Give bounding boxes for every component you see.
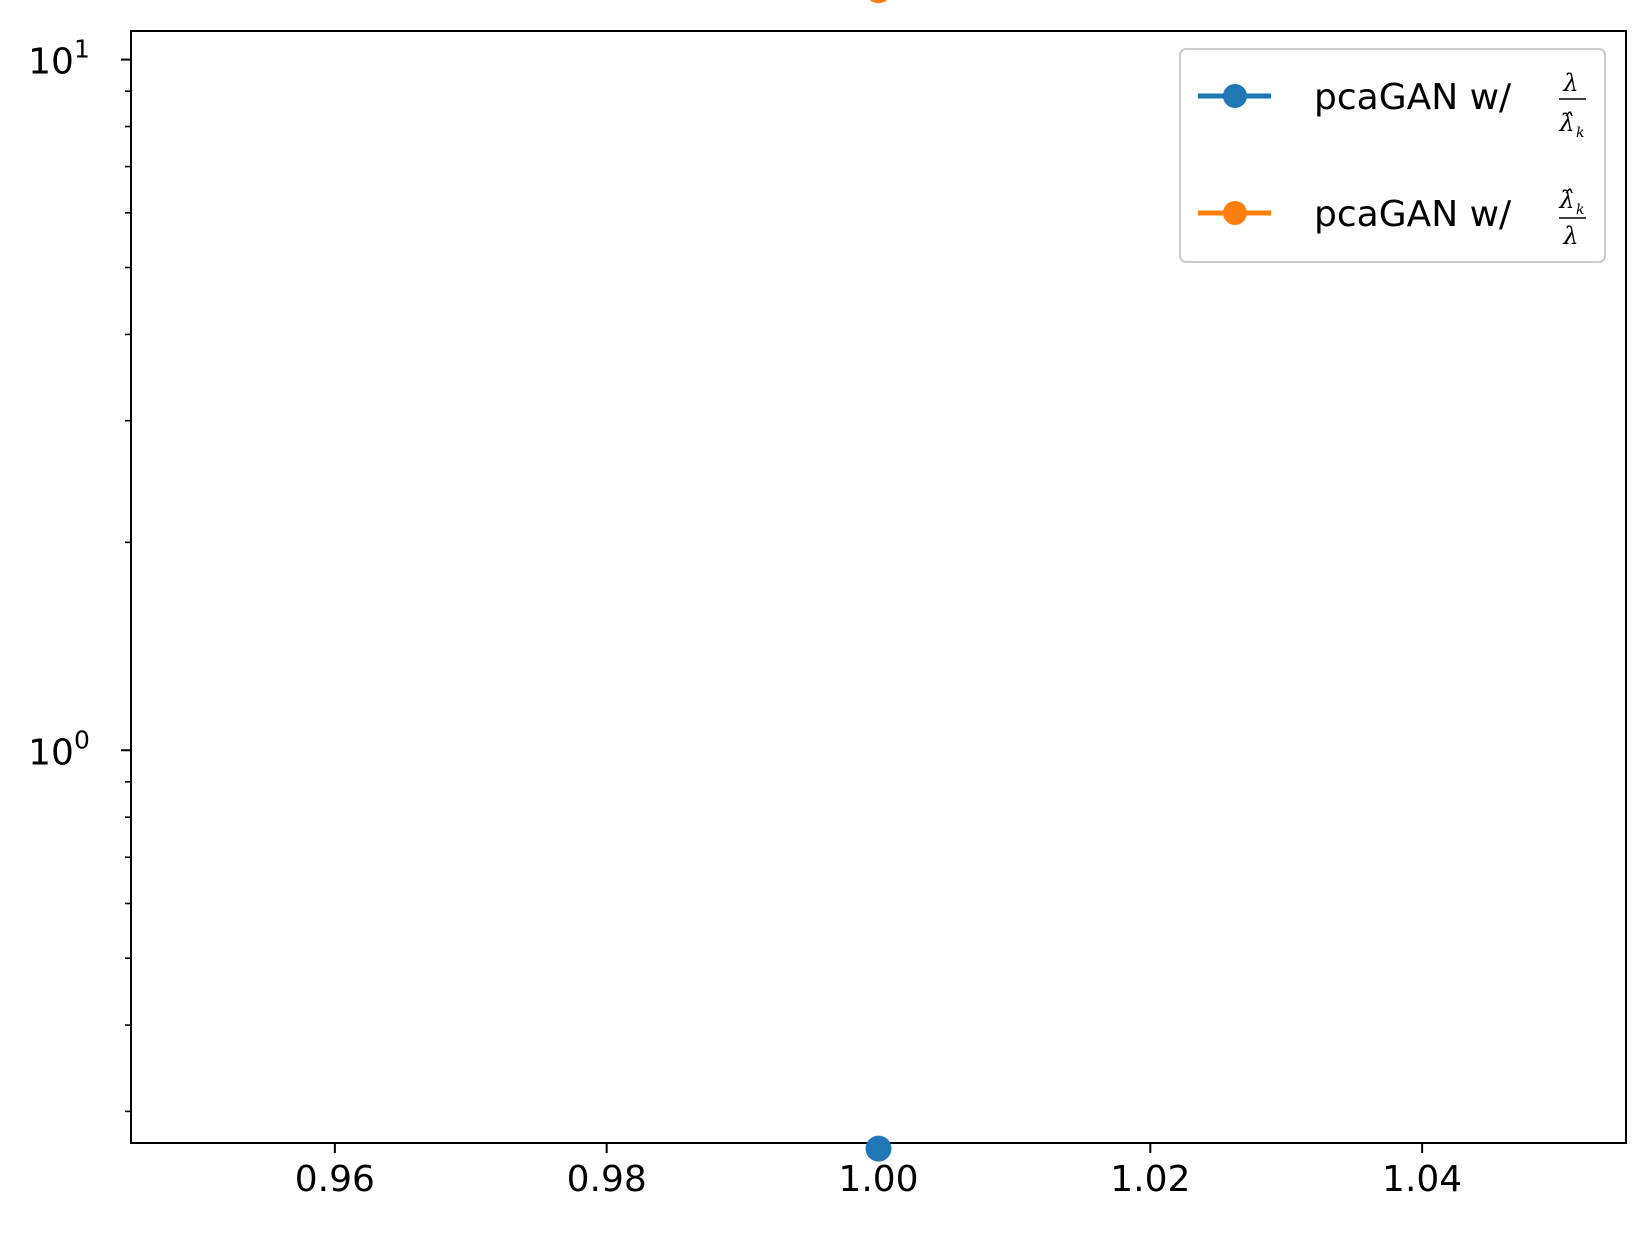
x-tick-label: 0.98	[567, 1159, 647, 1200]
data-point-series-2	[869, 0, 888, 4]
legend-fraction-1: λ λ̂ k	[1558, 69, 1586, 141]
y-tick-label-exponent: 1	[74, 35, 90, 64]
x-tick-label: 0.96	[295, 1159, 375, 1200]
x-tick-label: 1.02	[1110, 1159, 1190, 1200]
legend: pcaGAN w/ λ λ̂ k pcaGAN w/ λ̂ k λ	[1179, 48, 1606, 263]
legend-fraction-1-denominator-sub: k	[1576, 125, 1584, 141]
legend-fraction-2: λ̂ k λ	[1558, 186, 1586, 250]
x-axis: 0.96 0.98 1.00 1.02 1.04	[295, 1143, 1462, 1200]
legend-fraction-2-numerator-sub: k	[1576, 202, 1584, 218]
legend-fraction-1-denominator: λ̂	[1558, 109, 1574, 137]
y-tick-label-base: 10	[28, 732, 74, 773]
legend-entry-2: pcaGAN w/ λ̂ k λ	[1198, 186, 1586, 250]
legend-fraction-2-denominator: λ	[1562, 222, 1578, 250]
y-tick-label: 101	[28, 35, 90, 83]
legend-box	[1179, 48, 1606, 263]
x-tick-label: 1.04	[1382, 1159, 1462, 1200]
legend-marker-1	[1223, 84, 1247, 108]
legend-fraction-1-numerator: λ	[1562, 69, 1578, 97]
y-tick-label-exponent: 0	[74, 725, 90, 754]
data-points	[865, 0, 892, 1162]
x-tick-label: 1.00	[838, 1159, 918, 1200]
data-point-series-1	[865, 1135, 892, 1162]
legend-label-2: pcaGAN w/	[1314, 194, 1512, 235]
legend-label-1: pcaGAN w/	[1314, 77, 1512, 118]
y-tick-label: 100	[28, 725, 90, 773]
legend-marker-2	[1223, 201, 1247, 225]
legend-entry-1: pcaGAN w/ λ λ̂ k	[1198, 69, 1586, 141]
legend-fraction-2-numerator: λ̂	[1558, 186, 1574, 214]
y-tick-label-base: 10	[28, 42, 74, 83]
